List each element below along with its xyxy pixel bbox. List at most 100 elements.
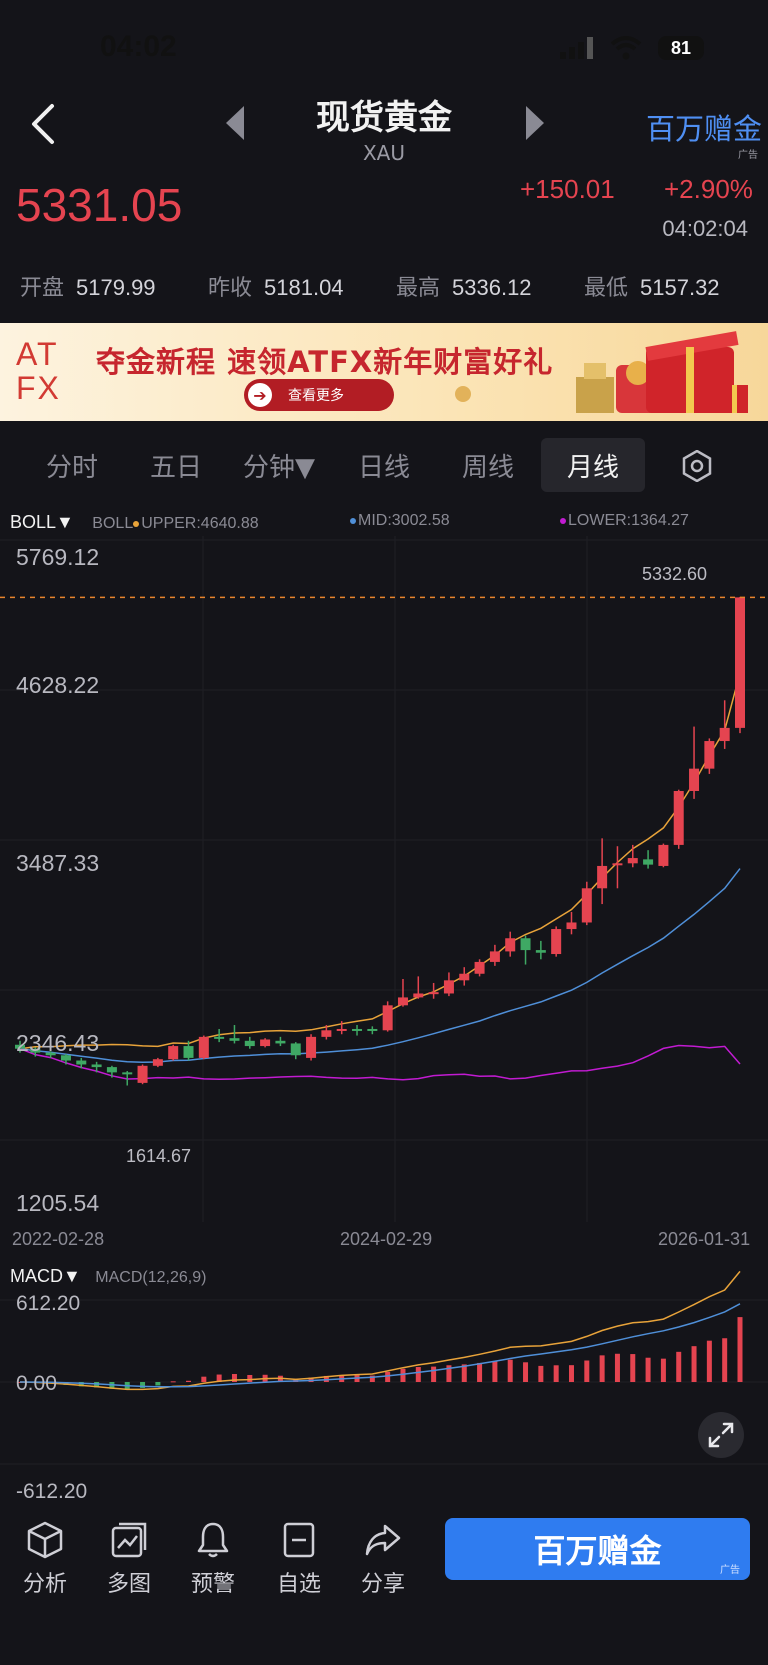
banner-headline: 夺金新程 速领ATFX新年财富好礼 bbox=[96, 345, 554, 379]
candle-body bbox=[168, 1046, 179, 1060]
date-axis-label: 2022-02-28 bbox=[12, 1229, 105, 1249]
status-time: 04:02 bbox=[100, 30, 177, 63]
back-icon[interactable] bbox=[24, 100, 64, 148]
candle-body bbox=[122, 1072, 133, 1075]
indicator-select[interactable]: BOLL▼ bbox=[10, 512, 74, 532]
candle-body bbox=[60, 1055, 71, 1061]
macd-histogram-bar bbox=[186, 1380, 192, 1382]
price-change: +150.01 bbox=[520, 174, 615, 204]
candle-body bbox=[382, 1005, 393, 1031]
header-ad-label: 百万赠金 bbox=[645, 112, 762, 146]
macd-chart[interactable] bbox=[0, 1250, 768, 1500]
fullscreen-button[interactable] bbox=[698, 1412, 744, 1458]
period-tabs: 分时 五日 分钟▼ 日线 周线 月线 bbox=[0, 438, 768, 494]
watchlist-button[interactable]: 自选 bbox=[264, 1520, 334, 1598]
gift-box-icon bbox=[576, 331, 748, 413]
last-price: 5331.05 bbox=[16, 179, 183, 231]
macd-histogram-bar bbox=[78, 1382, 84, 1387]
price-change-pct: +2.90% bbox=[664, 174, 753, 204]
candle-body bbox=[474, 961, 485, 974]
prev-instrument-icon[interactable] bbox=[226, 106, 246, 140]
macd-select[interactable]: MACD▼ bbox=[10, 1266, 81, 1286]
macd-histogram-bar bbox=[706, 1340, 712, 1382]
candle-body bbox=[597, 865, 608, 889]
boll-legend: BOLL▼ BOLL UPPER:4640.88 MID:3002.58 LOWE… bbox=[10, 512, 689, 533]
status-icons: 81 bbox=[560, 36, 704, 60]
stat-label: 开盘 bbox=[20, 276, 65, 301]
boll-lower: LOWER:1364.27 bbox=[568, 512, 689, 529]
high-stat: 最高 5336.12 bbox=[396, 270, 532, 302]
candle-body bbox=[352, 1028, 363, 1031]
low-stat: 最低 5157.32 bbox=[584, 270, 720, 302]
stat-label: 最低 bbox=[584, 276, 629, 301]
macd-histogram-bar bbox=[247, 1374, 253, 1382]
macd-histogram-bar bbox=[477, 1362, 483, 1382]
macd-histogram-bar bbox=[645, 1357, 651, 1382]
price-axis-label: 4628.22 bbox=[16, 672, 100, 698]
coin-icon bbox=[455, 386, 471, 402]
macd-histogram-bar bbox=[216, 1374, 222, 1382]
candle-body bbox=[643, 859, 654, 865]
macd-histogram-bar bbox=[155, 1382, 161, 1386]
share-button[interactable]: 分享 bbox=[348, 1520, 418, 1598]
tab-weekly[interactable]: 周线 bbox=[461, 452, 514, 483]
candle-body bbox=[551, 929, 562, 955]
bonus-cta-button[interactable]: 百万赠金 广告 bbox=[445, 1518, 750, 1580]
macd-histogram-bar bbox=[599, 1355, 605, 1382]
analysis-button[interactable]: 分析 bbox=[10, 1520, 80, 1598]
candle-body bbox=[76, 1060, 87, 1065]
macd-histogram-bar bbox=[94, 1382, 100, 1388]
macd-histogram-bar bbox=[676, 1351, 682, 1382]
promo-banner[interactable]: AT FX 夺金新程 速领ATFX新年财富好礼 ➔ 查看更多 bbox=[0, 323, 768, 421]
date-axis-label: 2026-01-31 bbox=[658, 1229, 751, 1249]
battery-icon: 81 bbox=[658, 36, 704, 60]
macd-histogram-bar bbox=[507, 1359, 513, 1382]
macd-histogram-bar bbox=[722, 1338, 728, 1382]
logo-line: FX bbox=[16, 370, 61, 406]
stat-value: 5336.12 bbox=[452, 275, 532, 300]
macd-axis-label: -612.20 bbox=[16, 1480, 88, 1503]
analysis-label: 分析 bbox=[22, 1572, 67, 1597]
watchlist-icon bbox=[283, 1522, 315, 1558]
tab-five-day[interactable]: 五日 bbox=[149, 452, 202, 483]
candle-body bbox=[505, 938, 516, 952]
banner-more-button[interactable]: ➔ 查看更多 bbox=[244, 379, 394, 411]
bell-icon bbox=[197, 1522, 229, 1558]
tab-daily[interactable]: 日线 bbox=[357, 452, 410, 483]
macd-dea-line bbox=[19, 1303, 741, 1388]
multi-chart-icon bbox=[111, 1522, 147, 1558]
tab-fenshi[interactable]: 分时 bbox=[45, 452, 98, 483]
macd-axis-label: 0.00 bbox=[16, 1372, 57, 1395]
candle-body bbox=[627, 858, 638, 864]
candle-body bbox=[214, 1036, 225, 1039]
macd-histogram-bar bbox=[201, 1376, 207, 1382]
candle-body bbox=[704, 741, 715, 769]
macd-histogram-bar bbox=[553, 1365, 559, 1382]
price-axis-label: 5769.12 bbox=[16, 544, 100, 570]
candle-body bbox=[306, 1036, 317, 1058]
candle-body bbox=[260, 1039, 271, 1047]
multi-chart-button[interactable]: 多图 bbox=[94, 1520, 164, 1598]
candle-body bbox=[459, 973, 470, 981]
settings-icon[interactable] bbox=[682, 450, 712, 482]
candle-body bbox=[566, 922, 577, 930]
stat-label: 最高 bbox=[396, 276, 441, 301]
candlestick-chart[interactable] bbox=[0, 536, 768, 1226]
boll-upper-line bbox=[19, 672, 741, 1050]
tab-minute[interactable]: 分钟▼ bbox=[243, 452, 315, 483]
candle-body bbox=[30, 1048, 41, 1053]
alert-button[interactable]: 预警 bbox=[178, 1520, 248, 1598]
macd-histogram-bar bbox=[415, 1367, 421, 1382]
next-instrument-icon[interactable] bbox=[524, 106, 544, 140]
candle-body bbox=[321, 1030, 332, 1037]
price-axis-label: 3487.33 bbox=[16, 850, 100, 876]
macd-histogram-bar bbox=[231, 1374, 237, 1382]
macd-histogram-bar bbox=[385, 1371, 391, 1382]
low-marker-label: 1614.67 bbox=[126, 1146, 192, 1166]
tab-monthly[interactable]: 月线 bbox=[541, 438, 645, 492]
stat-value: 5157.32 bbox=[640, 275, 720, 300]
header-ad-link[interactable]: 百万赠金 广告 bbox=[645, 106, 762, 161]
open-stat: 开盘 5179.99 bbox=[20, 270, 156, 302]
stat-value: 5181.04 bbox=[264, 275, 344, 300]
cube-icon bbox=[27, 1521, 63, 1559]
